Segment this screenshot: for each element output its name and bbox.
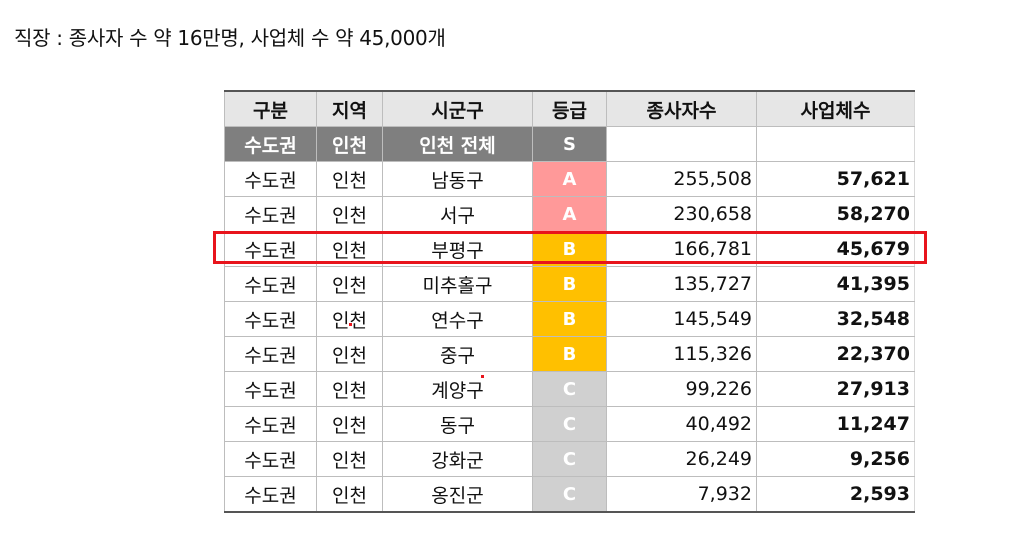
- row-region-cell[interactable]: 인천: [316, 266, 383, 302]
- row-category-cell[interactable]: 수도권: [224, 476, 317, 513]
- table-row: 수도권 인천 서구 A 230,658 58,270: [224, 196, 915, 232]
- row-workers-cell[interactable]: 40,492: [606, 406, 757, 442]
- table-row: 수도권 인천 미추홀구 B 135,727 41,395: [224, 266, 915, 302]
- table-row: 수도권 인천 중구 B 115,326 22,370: [224, 336, 915, 372]
- table-row: 수도권 인천 계양구 C 99,226 27,913: [224, 371, 915, 407]
- cell-error-marker: [481, 375, 484, 378]
- table-row: 수도권 인천 옹진군 C 7,932 2,593: [224, 476, 915, 513]
- row-district-cell[interactable]: 계양구: [382, 371, 533, 407]
- row-workers-cell[interactable]: 26,249: [606, 441, 757, 477]
- row-region-cell[interactable]: 인천: [316, 336, 383, 372]
- row-grade-badge[interactable]: B: [532, 266, 607, 302]
- row-category-cell[interactable]: 수도권: [224, 441, 317, 477]
- table-row: 수도권 인천 강화군 C 26,249 9,256: [224, 441, 915, 477]
- row-category-cell[interactable]: 수도권: [224, 301, 317, 337]
- district-table: 구분 지역 시군구 등급 종사자수 사업체수 수도권 인천 인천 전체 S 수도…: [224, 90, 915, 513]
- total-category[interactable]: 수도권: [224, 126, 317, 162]
- total-row: 수도권 인천 인천 전체 S: [224, 126, 915, 162]
- row-workers-cell[interactable]: 7,932: [606, 476, 757, 513]
- row-region-cell[interactable]: 인천: [316, 196, 383, 232]
- row-district-cell[interactable]: 남동구: [382, 161, 533, 197]
- header-grade[interactable]: 등급: [532, 90, 607, 127]
- row-district-cell[interactable]: 서구: [382, 196, 533, 232]
- row-grade-badge[interactable]: B: [532, 336, 607, 372]
- row-businesses-cell[interactable]: 22,370: [756, 336, 915, 372]
- row-businesses-cell[interactable]: 27,913: [756, 371, 915, 407]
- row-region-cell[interactable]: 인천: [316, 301, 383, 337]
- row-region-cell[interactable]: 인천: [316, 161, 383, 197]
- table-row: 수도권 인천 부평구 B 166,781 45,679: [224, 231, 915, 267]
- header-businesses[interactable]: 사업체수: [756, 90, 915, 127]
- total-businesses[interactable]: [756, 126, 915, 162]
- total-region[interactable]: 인천: [316, 126, 383, 162]
- row-workers-cell[interactable]: 255,508: [606, 161, 757, 197]
- row-businesses-cell[interactable]: 2,593: [756, 476, 915, 513]
- total-grade-badge[interactable]: S: [532, 126, 607, 162]
- row-grade-badge[interactable]: C: [532, 406, 607, 442]
- row-grade-badge[interactable]: C: [532, 371, 607, 407]
- row-category-cell[interactable]: 수도권: [224, 196, 317, 232]
- row-grade-badge[interactable]: B: [532, 301, 607, 337]
- row-businesses-cell[interactable]: 41,395: [756, 266, 915, 302]
- header-workers[interactable]: 종사자수: [606, 90, 757, 127]
- row-region-cell[interactable]: 인천: [316, 441, 383, 477]
- row-category-cell[interactable]: 수도권: [224, 406, 317, 442]
- row-grade-badge[interactable]: A: [532, 196, 607, 232]
- row-businesses-cell[interactable]: 11,247: [756, 406, 915, 442]
- table-row: 수도권 인천 남동구 A 255,508 57,621: [224, 161, 915, 197]
- row-workers-cell[interactable]: 99,226: [606, 371, 757, 407]
- header-region[interactable]: 지역: [316, 90, 383, 127]
- row-workers-cell[interactable]: 115,326: [606, 336, 757, 372]
- row-district-cell[interactable]: 동구: [382, 406, 533, 442]
- row-category-cell[interactable]: 수도권: [224, 161, 317, 197]
- highlight-box-bupyeong: [213, 231, 927, 264]
- caption-text: 직장 : 종사자 수 약 16만명, 사업체 수 약 45,000개: [14, 26, 446, 50]
- row-region-cell[interactable]: 인천: [316, 371, 383, 407]
- row-workers-cell[interactable]: 145,549: [606, 301, 757, 337]
- total-district[interactable]: 인천 전체: [382, 126, 533, 162]
- row-district-cell[interactable]: 강화군: [382, 441, 533, 477]
- row-district-cell[interactable]: 옹진군: [382, 476, 533, 513]
- table-row: 수도권 인천 동구 C 40,492 11,247: [224, 406, 915, 442]
- total-workers[interactable]: [606, 126, 757, 162]
- row-district-cell[interactable]: 연수구: [382, 301, 533, 337]
- header-row: 구분 지역 시군구 등급 종사자수 사업체수: [224, 90, 915, 127]
- header-category[interactable]: 구분: [224, 90, 317, 127]
- row-businesses-cell[interactable]: 32,548: [756, 301, 915, 337]
- row-grade-badge[interactable]: C: [532, 476, 607, 513]
- row-region-cell[interactable]: 인천: [316, 406, 383, 442]
- row-businesses-cell[interactable]: 57,621: [756, 161, 915, 197]
- row-grade-badge[interactable]: C: [532, 441, 607, 477]
- row-region-cell[interactable]: 인천: [316, 476, 383, 513]
- row-category-cell[interactable]: 수도권: [224, 371, 317, 407]
- header-district[interactable]: 시군구: [382, 90, 533, 127]
- row-businesses-cell[interactable]: 9,256: [756, 441, 915, 477]
- row-businesses-cell[interactable]: 58,270: [756, 196, 915, 232]
- row-district-cell[interactable]: 중구: [382, 336, 533, 372]
- row-workers-cell[interactable]: 230,658: [606, 196, 757, 232]
- table-row: 수도권 인천 연수구 B 145,549 32,548: [224, 301, 915, 337]
- row-category-cell[interactable]: 수도권: [224, 336, 317, 372]
- row-workers-cell[interactable]: 135,727: [606, 266, 757, 302]
- row-category-cell[interactable]: 수도권: [224, 266, 317, 302]
- row-district-cell[interactable]: 미추홀구: [382, 266, 533, 302]
- row-grade-badge[interactable]: A: [532, 161, 607, 197]
- cell-error-marker: [349, 323, 352, 326]
